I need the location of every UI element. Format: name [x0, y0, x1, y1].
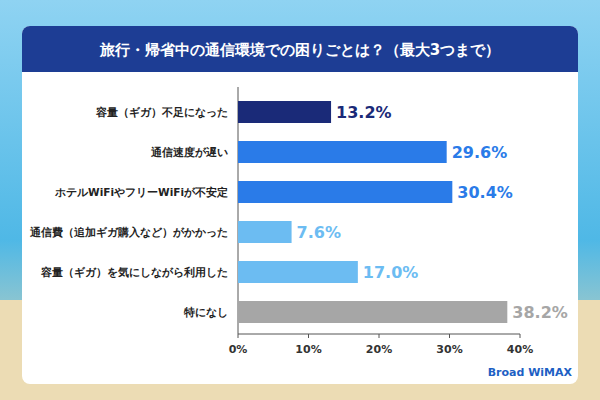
tick-label: 20%	[366, 343, 392, 356]
data-label: 30.4%	[457, 183, 513, 202]
x-axis: 0% 10% 20% 30% 40%	[229, 87, 534, 356]
title: 旅行・帰省中の通信環境での困りごとは？（最大3つまで）	[99, 41, 500, 59]
category-label: 通信速度が遅い	[150, 146, 228, 158]
bar	[238, 301, 507, 323]
axis-line	[238, 87, 239, 334]
data-label: 38.2%	[512, 303, 568, 322]
tick-label: 30%	[436, 343, 462, 356]
category-label: 容量（ギガ）不足になった	[95, 106, 228, 119]
bars	[238, 101, 507, 323]
tick-mark	[238, 334, 239, 338]
tick-mark	[308, 334, 309, 338]
bar	[238, 141, 447, 163]
logo: Broad WiMAX	[488, 366, 573, 379]
bar	[238, 181, 452, 203]
tick-mark	[449, 334, 450, 338]
data-label: 17.0%	[363, 263, 419, 282]
tick-label: 0%	[229, 343, 248, 356]
chart: 旅行・帰省中の通信環境での困りごとは？（最大3つまで） 0% 10% 20% 30% 40…	[0, 0, 600, 400]
bar	[238, 221, 292, 243]
category-label: 容量（ギガ）を気にしながら利用した	[40, 266, 228, 279]
tick-mark	[520, 334, 521, 338]
tick-label: 10%	[295, 343, 321, 356]
axis-line	[238, 334, 520, 335]
category-label: ホテルWiFiやフリーWiFiが不安定	[54, 186, 228, 198]
bar	[238, 261, 358, 283]
data-label: 7.6%	[297, 223, 341, 242]
category-label: 特になし	[183, 306, 228, 319]
title-banner	[22, 26, 578, 72]
data-label: 13.2%	[336, 103, 392, 122]
tick-mark	[379, 334, 380, 338]
panel	[22, 26, 578, 384]
data-label: 29.6%	[452, 143, 508, 162]
bar	[238, 101, 331, 123]
labels: 容量（ギガ）不足になった 13.2% 通信速度が遅い 29.6% ホテルWiFiやフリー…	[29, 103, 568, 322]
category-label: 通信費（追加ギガ購入など）がかかった	[29, 226, 228, 239]
tick-label: 40%	[507, 343, 533, 356]
background	[0, 0, 600, 400]
